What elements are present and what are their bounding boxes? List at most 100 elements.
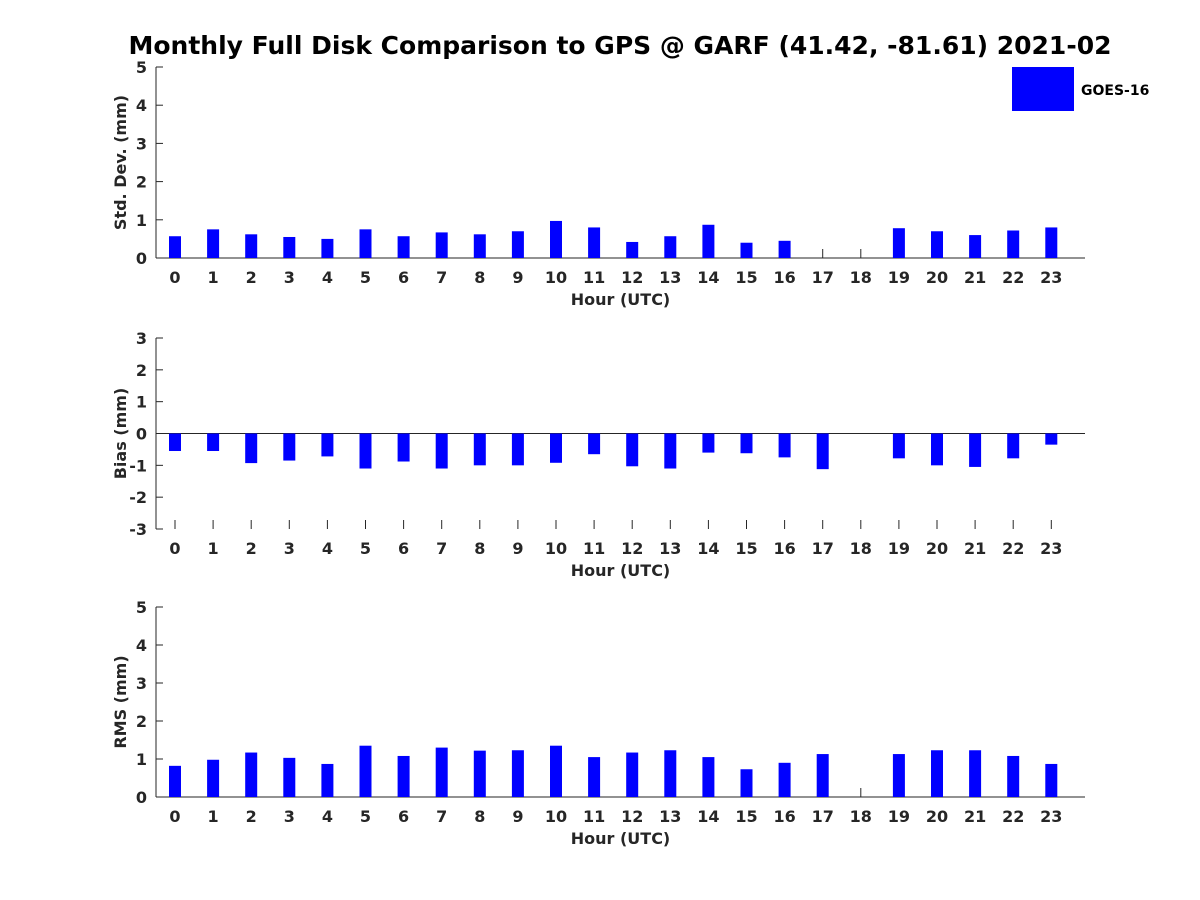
- bar-hour-11: [588, 433, 601, 455]
- bar-hour-9: [511, 433, 524, 466]
- x-tick-label: 5: [360, 539, 371, 558]
- x-tick-label: 10: [545, 268, 567, 287]
- bar-hour-11: [588, 757, 601, 797]
- x-tick-label: 23: [1040, 807, 1062, 826]
- x-tick-label: 21: [964, 539, 986, 558]
- x-tick-label: 13: [659, 807, 681, 826]
- x-tick-label: 16: [773, 268, 795, 287]
- bar-hour-21: [969, 750, 982, 797]
- x-tick-label: 0: [169, 539, 180, 558]
- y-tick-label: 3: [136, 329, 147, 348]
- bar-hour-9: [511, 750, 524, 797]
- x-tick-label: 17: [812, 539, 834, 558]
- bar-hour-12: [626, 241, 639, 258]
- x-tick-label: 8: [474, 807, 485, 826]
- bar-hour-3: [283, 433, 296, 461]
- x-tick-label: 8: [474, 539, 485, 558]
- y-tick-label: 0: [136, 788, 147, 807]
- bar-hour-2: [245, 752, 258, 797]
- x-tick-label: 22: [1002, 807, 1024, 826]
- x-tick-label: 19: [888, 807, 910, 826]
- bar-hour-6: [397, 433, 410, 462]
- bar-hour-2: [245, 234, 258, 258]
- bar-hour-20: [931, 433, 943, 466]
- x-tick-label: 23: [1040, 268, 1062, 287]
- x-tick-label: 4: [322, 539, 333, 558]
- y-tick-label: 2: [136, 361, 147, 380]
- x-tick-label: 10: [545, 539, 567, 558]
- bar-hour-19: [892, 228, 905, 258]
- x-tick-label: 15: [735, 539, 757, 558]
- bar-hour-19: [892, 433, 905, 459]
- bar-hour-7: [435, 232, 448, 258]
- y-tick-label: 5: [136, 58, 147, 77]
- y-tick-label: 1: [136, 393, 147, 412]
- bar-hour-5: [359, 433, 372, 469]
- x-tick-label: 12: [621, 268, 643, 287]
- bar-hour-1: [207, 759, 220, 797]
- bar-hour-8: [473, 234, 486, 258]
- x-tick-label: 5: [360, 268, 371, 287]
- bar-hour-15: [740, 242, 753, 258]
- y-tick-label: 0: [136, 249, 147, 268]
- bar-hour-22: [1007, 433, 1020, 459]
- bar-hour-15: [740, 769, 753, 797]
- bar-hour-15: [740, 433, 753, 454]
- x-tick-label: 4: [322, 807, 333, 826]
- bar-hour-16: [778, 240, 791, 258]
- x-tick-label: 18: [850, 268, 872, 287]
- y-tick-label: 5: [136, 598, 147, 617]
- x-tick-label: 3: [284, 807, 295, 826]
- bar-hour-8: [473, 750, 486, 797]
- bar-hour-21: [969, 235, 982, 258]
- legend-label-goes-16: GOES-16: [1081, 83, 1149, 99]
- bar-hour-8: [473, 433, 486, 466]
- bar-hour-17: [816, 754, 829, 797]
- x-tick-label: 7: [436, 807, 447, 826]
- bar-hour-12: [626, 752, 639, 797]
- bar-hour-1: [207, 433, 220, 452]
- x-tick-label: 21: [964, 807, 986, 826]
- bar-hour-7: [435, 747, 448, 797]
- bar-hour-4: [321, 238, 334, 258]
- bar-hour-13: [664, 433, 677, 469]
- y-tick-label: -3: [129, 520, 147, 539]
- y-tick-label: -2: [129, 488, 147, 507]
- x-tick-label: 1: [208, 268, 219, 287]
- bar-hour-3: [283, 236, 296, 258]
- bar-hour-16: [778, 762, 791, 797]
- x-tick-label: 13: [659, 539, 681, 558]
- x-axis-label: Hour (UTC): [571, 290, 671, 309]
- x-tick-label: 8: [474, 268, 485, 287]
- x-tick-label: 20: [926, 268, 948, 287]
- bar-hour-0: [169, 236, 181, 258]
- bar-hour-23: [1045, 763, 1058, 797]
- x-tick-label: 9: [512, 807, 523, 826]
- bar-hour-0: [169, 433, 181, 452]
- x-tick-label: 15: [735, 807, 757, 826]
- y-axis-label: Std. Dev. (mm): [111, 95, 130, 230]
- x-tick-label: 2: [246, 539, 257, 558]
- bar-hour-14: [702, 433, 715, 453]
- legend-swatch-goes-16: [1012, 67, 1074, 111]
- bar-hour-22: [1007, 755, 1020, 797]
- bar-hour-10: [550, 220, 562, 258]
- x-tick-label: 19: [888, 268, 910, 287]
- x-tick-label: 10: [545, 807, 567, 826]
- x-tick-label: 11: [583, 807, 605, 826]
- y-axis-label: RMS (mm): [111, 655, 130, 748]
- legend: GOES-16: [1012, 67, 1149, 111]
- x-tick-label: 17: [812, 807, 834, 826]
- x-tick-label: 18: [850, 539, 872, 558]
- bar-hour-6: [397, 236, 410, 258]
- x-tick-label: 12: [621, 539, 643, 558]
- x-tick-label: 11: [583, 539, 605, 558]
- y-tick-label: 2: [136, 173, 147, 192]
- y-tick-label: 3: [136, 134, 147, 153]
- bar-hour-9: [511, 231, 524, 258]
- bar-hour-7: [435, 433, 448, 469]
- x-tick-label: 0: [169, 807, 180, 826]
- bar-hour-2: [245, 433, 258, 464]
